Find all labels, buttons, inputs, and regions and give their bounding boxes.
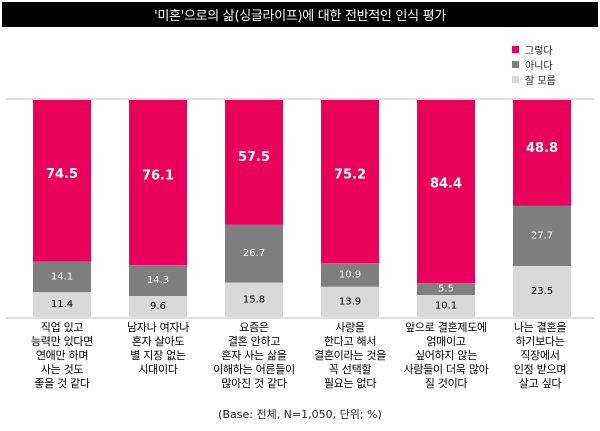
chart-title: '미혼'으로의 삶(싱글라이프)에 대한 전반적인 인식 평가: [154, 9, 446, 24]
legend-swatch-no: [512, 61, 519, 68]
value-label-yes-5: 84.4: [430, 177, 462, 192]
value-label-unsure-3: 15.8: [243, 294, 265, 305]
bar-yes-6: [513, 100, 571, 206]
bar-unsure-2: [129, 296, 187, 317]
value-label-unsure-4: 13.9: [339, 296, 361, 307]
category-label-2: 남자나 여자나 혼자 살아도 별 지장 없는 시대이다: [126, 321, 190, 376]
value-label-yes-1: 74.5: [46, 167, 78, 182]
bar-no-6: [513, 205, 571, 267]
value-label-no-3: 26.7: [243, 248, 265, 259]
value-label-no-5: 5.5: [438, 284, 454, 295]
category-label-1: 직업 있고 능력만 있다면 연애만 하며 사는 것도 좋을 것 같다: [30, 321, 94, 390]
value-label-no-6: 27.7: [531, 230, 553, 241]
bar-unsure-4: [321, 286, 379, 317]
value-label-no-1: 14.1: [51, 271, 73, 282]
bar-unsure-5: [417, 295, 475, 317]
bar-no-3: [225, 224, 283, 283]
legend-label-yes: 그렇다: [525, 46, 553, 57]
legend-item-unsure: 잘 모름: [512, 72, 556, 87]
legend-item-yes: 그렇다: [512, 42, 556, 57]
value-label-unsure-1: 11.4: [51, 299, 73, 310]
bar-unsure-3: [225, 282, 283, 317]
legend-swatch-yes: [512, 46, 519, 53]
legend-label-no: 아니다: [525, 61, 553, 72]
bar-no-5: [417, 283, 475, 296]
legend: 그렇다 아니다 잘 모름: [512, 42, 556, 87]
value-label-unsure-5: 10.1: [435, 301, 457, 312]
chart-title-bar: '미혼'으로의 삶(싱글라이프)에 대한 전반적인 인식 평가: [2, 2, 598, 27]
value-label-no-4: 10.9: [339, 270, 361, 281]
footnote: (Base: 전체, N=1,050, 단위; %): [218, 408, 382, 421]
value-label-unsure-2: 9.6: [150, 301, 166, 312]
bar-no-2: [129, 265, 187, 297]
bar-yes-5: [417, 100, 475, 284]
category-label-6: 나는 결혼을 하기보다는 직장에서 인정 받으며 살고 싶다: [513, 321, 567, 390]
value-label-yes-6: 48.8: [526, 141, 558, 156]
bar-no-1: [33, 261, 91, 293]
bar-unsure-6: [513, 266, 571, 317]
bar-yes-2: [129, 100, 187, 266]
bar-no-4: [321, 263, 379, 287]
value-label-yes-4: 75.2: [334, 168, 366, 183]
category-label-5: 앞으로 결혼제도에 얽매이고 싶어하지 않는 사람들이 더욱 많아 질 것이다: [403, 321, 489, 390]
category-label-3: 요즘은 결혼 안하고 혼자 사는 삶을 이해하는 어른들이 많아진 것 같다: [213, 321, 295, 390]
value-label-yes-2: 76.1: [142, 168, 174, 183]
category-label-4: 사랑을 한다고 해서 결혼이라는 것을 꼭 선택할 필요는 없다: [314, 321, 386, 390]
legend-item-no: 아니다: [512, 57, 556, 72]
bar-yes-1: [33, 100, 91, 262]
bar-unsure-1: [33, 292, 91, 317]
legend-label-unsure: 잘 모름: [525, 76, 556, 87]
value-label-yes-3: 57.5: [238, 150, 270, 165]
legend-swatch-unsure: [512, 76, 519, 83]
bar-yes-4: [321, 100, 379, 264]
value-label-no-2: 14.3: [147, 275, 169, 286]
value-label-unsure-6: 23.5: [531, 286, 553, 297]
bar-yes-3: [225, 100, 283, 225]
